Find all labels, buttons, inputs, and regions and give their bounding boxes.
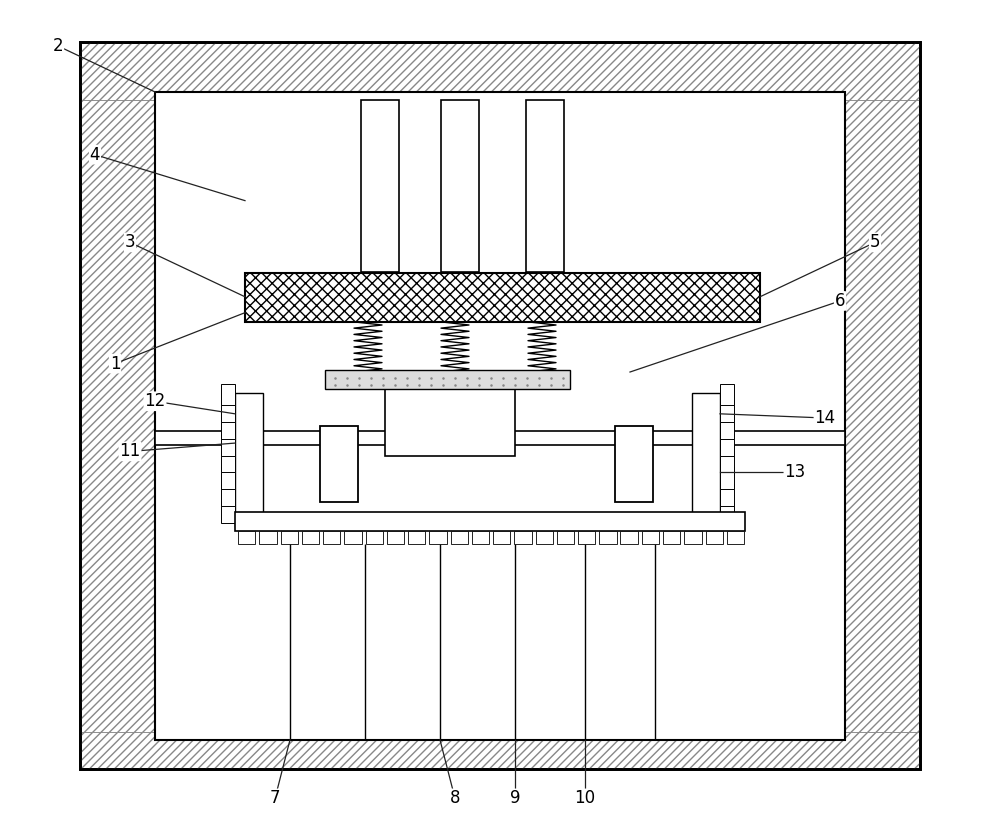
Text: 10: 10 (574, 789, 596, 808)
Text: 13: 13 (784, 463, 806, 482)
Bar (620, 531, 638, 544)
Bar (238, 531, 255, 544)
Bar (441, 100, 479, 272)
Bar (663, 531, 680, 544)
Text: 12: 12 (144, 392, 166, 410)
Bar (235, 393, 263, 527)
Text: 8: 8 (450, 789, 460, 808)
Bar (221, 384, 235, 405)
Bar (720, 434, 734, 456)
Bar (80, 100, 155, 732)
Bar (80, 732, 920, 769)
Text: 1: 1 (110, 354, 120, 373)
Bar (366, 531, 383, 544)
Text: 7: 7 (270, 789, 280, 808)
Bar (235, 512, 745, 531)
Bar (720, 467, 734, 489)
Bar (155, 92, 845, 740)
Bar (80, 42, 920, 769)
Bar (221, 484, 235, 506)
Bar (472, 531, 489, 544)
Text: 4: 4 (90, 145, 100, 164)
Bar (720, 484, 734, 506)
Bar (408, 531, 425, 544)
Bar (692, 393, 720, 527)
Bar (221, 451, 235, 472)
Bar (720, 501, 734, 522)
Text: 11: 11 (119, 442, 141, 461)
Bar (80, 42, 920, 100)
Bar (221, 467, 235, 489)
Bar (221, 501, 235, 522)
Bar (259, 531, 276, 544)
Bar (615, 426, 653, 502)
Bar (578, 531, 595, 544)
Bar (706, 531, 723, 544)
Bar (514, 531, 532, 544)
Bar (344, 531, 362, 544)
Bar (302, 531, 319, 544)
Bar (387, 531, 404, 544)
Bar (429, 531, 446, 544)
Text: 6: 6 (835, 292, 845, 310)
Text: 14: 14 (814, 409, 836, 427)
Text: 3: 3 (125, 233, 135, 252)
Bar (325, 370, 570, 389)
Bar (245, 273, 760, 322)
Bar (323, 531, 340, 544)
Bar (450, 531, 468, 544)
Bar (320, 426, 358, 502)
Bar (536, 531, 553, 544)
Bar (526, 100, 564, 272)
Bar (557, 531, 574, 544)
Text: 9: 9 (510, 789, 520, 808)
Bar (155, 431, 845, 445)
Bar (720, 417, 734, 439)
Bar (642, 531, 659, 544)
Bar (720, 400, 734, 422)
Bar (599, 531, 616, 544)
Bar (845, 100, 920, 732)
Text: 5: 5 (870, 233, 880, 252)
Bar (493, 531, 510, 544)
Bar (221, 400, 235, 422)
Bar (361, 100, 399, 272)
Bar (727, 531, 744, 544)
Bar (221, 434, 235, 456)
Bar (280, 531, 298, 544)
Bar (684, 531, 702, 544)
Bar (720, 384, 734, 405)
Bar (80, 42, 920, 769)
Bar (720, 451, 734, 472)
Bar (385, 387, 515, 456)
Bar (221, 417, 235, 439)
Text: 2: 2 (53, 37, 63, 55)
